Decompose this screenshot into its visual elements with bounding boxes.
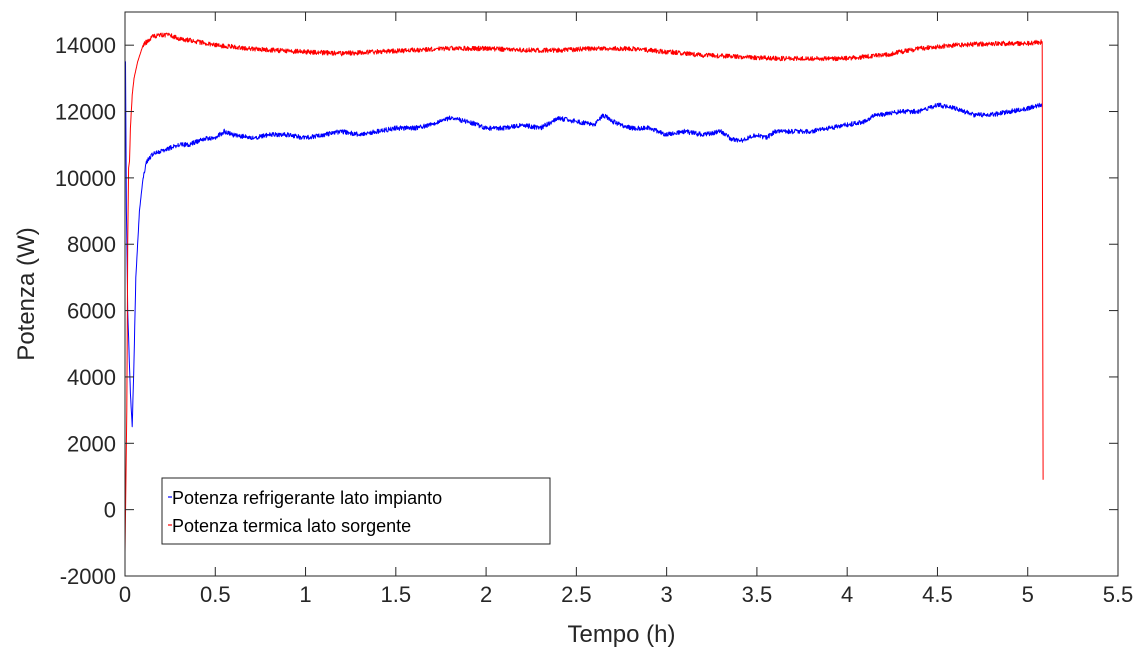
- y-tick-label: 8000: [67, 232, 116, 257]
- x-tick-label: 5: [1022, 582, 1034, 607]
- x-tick-labels: 0 0.5 1 1.5 2 2.5 3 3.5 4 4.5 5 5.5: [119, 582, 1133, 607]
- y-tick-label: 6000: [67, 299, 116, 324]
- y-tick-label: 12000: [55, 100, 116, 125]
- y-axis-title: Potenza (W): [13, 227, 40, 360]
- y-tick-label: 2000: [67, 431, 116, 456]
- legend-box: [161, 477, 551, 545]
- y-tick-label: 0: [104, 498, 116, 523]
- x-tick-label: 0.5: [200, 582, 231, 607]
- ticks-layer: [124, 12, 1119, 577]
- x-tick-label: 4.5: [922, 582, 953, 607]
- y-tick-labels: -2000 0 2000 4000 6000 8000 10000 12000 14000: [55, 33, 116, 589]
- series-layer: [124, 32, 1044, 553]
- x-tick-label: 3: [661, 582, 673, 607]
- y-tick-label: 4000: [67, 365, 116, 390]
- legend: Potenza refrigerante lato impianto Poten…: [161, 477, 551, 545]
- series-line-0: [124, 61, 1043, 428]
- x-tick-label: 3.5: [742, 582, 773, 607]
- x-axis-title: Tempo (h): [567, 621, 675, 648]
- x-tick-label: 0: [119, 582, 131, 607]
- x-tick-label: 2.5: [561, 582, 592, 607]
- legend-label-series-1: Potenza termica lato sorgente: [172, 516, 411, 536]
- x-tick-label: 1: [299, 582, 311, 607]
- x-tick-label: 4: [841, 582, 853, 607]
- x-tick-label: 1.5: [381, 582, 412, 607]
- series-line-1: [124, 32, 1044, 553]
- plot-frame: [124, 11, 1119, 577]
- y-tick-label: 14000: [55, 33, 116, 58]
- y-tick-label: -2000: [60, 564, 116, 589]
- legend-label-series-0: Potenza refrigerante lato impianto: [172, 488, 442, 508]
- x-tick-label: 2: [480, 582, 492, 607]
- y-tick-label: 10000: [55, 166, 116, 191]
- x-tick-label: 5.5: [1103, 582, 1134, 607]
